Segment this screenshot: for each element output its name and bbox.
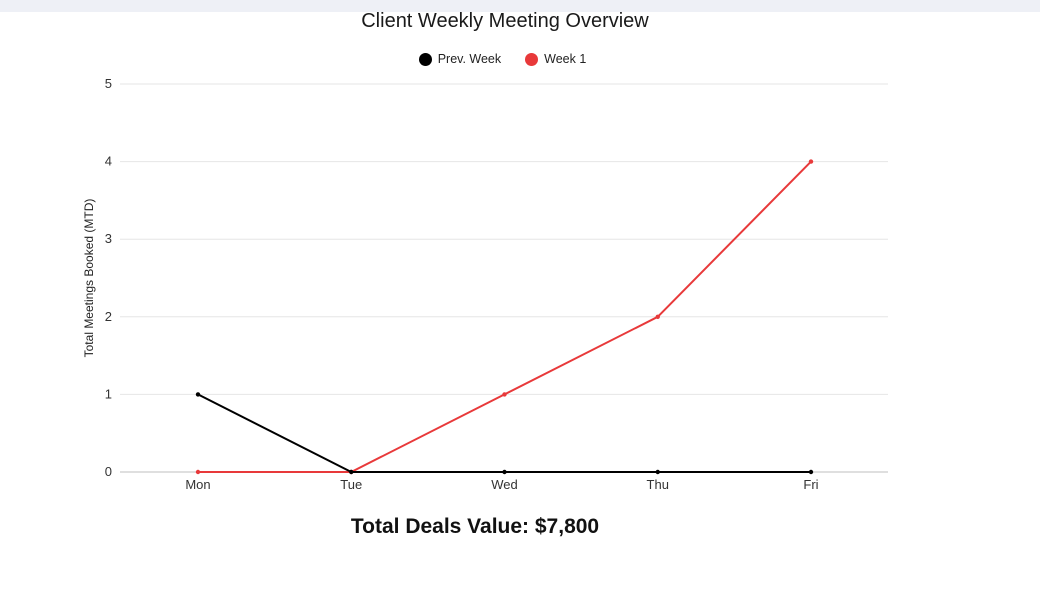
x-tick-label-fri: Fri bbox=[803, 477, 818, 492]
x-tick-label-wed: Wed bbox=[491, 477, 518, 492]
data-point-week-1-fri bbox=[808, 159, 814, 164]
data-point-week-1-thu bbox=[655, 314, 660, 319]
total-deals-value: Total Deals Value: $7,800 bbox=[350, 515, 600, 538]
data-point-prev-week-thu bbox=[655, 469, 660, 475]
data-point-week-1-mon bbox=[195, 469, 201, 475]
y-tick-label-4: 4 bbox=[105, 154, 112, 169]
legend-swatch-week1 bbox=[525, 52, 539, 66]
legend-label-week1: Week 1 bbox=[544, 52, 587, 66]
x-tick-label-tue: Tue bbox=[340, 477, 362, 492]
y-tick-label-3: 3 bbox=[105, 231, 112, 246]
y-tick-label-5: 5 bbox=[105, 76, 112, 91]
x-tick-label-thu: Thu bbox=[647, 477, 669, 492]
data-point-prev-week-tue bbox=[349, 469, 354, 475]
y-axis-label: Total Meetings Booked (MTD) bbox=[82, 198, 96, 358]
x-tick-label-mon: Mon bbox=[185, 477, 210, 492]
data-point-prev-week-wed bbox=[502, 469, 507, 475]
chart-title: Client Weekly Meeting Overview bbox=[361, 10, 649, 32]
chart-legend: Prev. Week Week 1 bbox=[0, 52, 1005, 66]
y-tick-label-0: 0 bbox=[105, 464, 112, 479]
legend-label-prev-week: Prev. Week bbox=[437, 52, 502, 66]
legend-item-week1[interactable]: Week 1 bbox=[525, 52, 586, 66]
data-point-prev-week-fri bbox=[808, 469, 814, 475]
legend-swatch-prev-week bbox=[418, 52, 432, 66]
y-tick-label-1: 1 bbox=[105, 386, 112, 401]
data-point-prev-week-mon bbox=[195, 392, 201, 397]
y-tick-label-2: 2 bbox=[105, 309, 112, 324]
top-strip bbox=[0, 0, 1040, 12]
data-point-week-1-wed bbox=[502, 392, 507, 397]
legend-item-prev-week[interactable]: Prev. Week bbox=[418, 52, 502, 66]
series-line-prev-week bbox=[197, 393, 811, 473]
